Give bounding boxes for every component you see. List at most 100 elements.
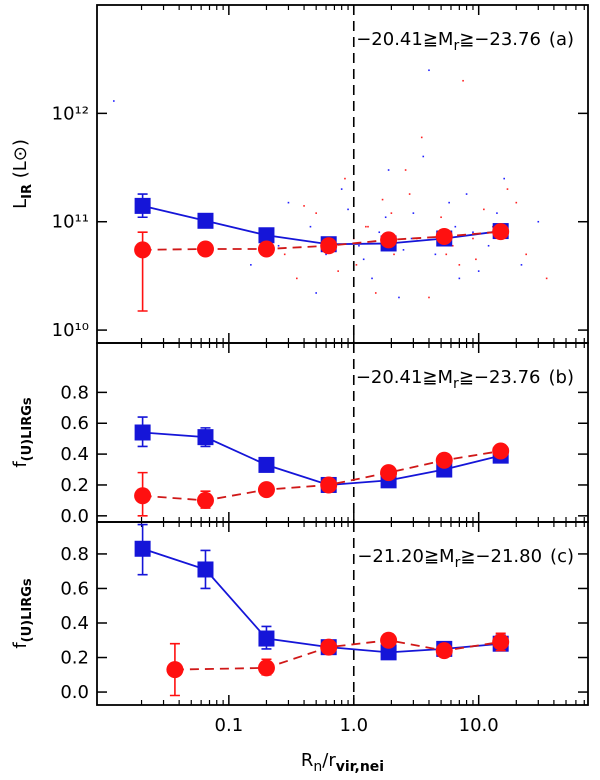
scatter-point	[525, 253, 527, 256]
scatter-point	[309, 225, 312, 228]
scatter-point	[410, 237, 413, 240]
annotation-text: −21.20≧M	[357, 546, 454, 567]
scatter-point	[113, 100, 115, 102]
scatter-point	[283, 253, 286, 256]
scatter-point	[404, 169, 407, 171]
scatter-point	[428, 296, 430, 299]
annotation-text: −20.41≧M	[356, 29, 453, 50]
marker	[258, 456, 275, 473]
y-label-main: f	[10, 642, 31, 649]
marker	[257, 481, 275, 499]
scatter-point	[448, 201, 450, 204]
annotation-tag: (b)	[549, 367, 574, 388]
y-tick-label: 0.4	[60, 444, 89, 465]
scatter-point	[537, 220, 540, 223]
y-tick-label: 10¹²	[52, 103, 89, 124]
x-tick-label: 1.0	[339, 715, 368, 736]
marker	[166, 661, 184, 679]
scatter-point	[387, 169, 390, 171]
scatter-point	[362, 258, 365, 261]
marker	[258, 630, 275, 647]
annotation-tag: (c)	[550, 546, 574, 567]
scatter-point	[454, 225, 457, 228]
y-label-sub: IR	[20, 184, 35, 199]
scatter-point	[483, 208, 485, 211]
marker	[134, 424, 151, 441]
annotation: −20.41≧Mr≧−23.76 (a)	[356, 29, 574, 54]
annotation: −21.20≧Mr≧−21.80 (c)	[357, 546, 574, 571]
panel: 0.1 1.0 10.0 0.0 0.2 0.4 0.6 0.8 −21.20≧Mr≧−21.8…	[10, 521, 589, 775]
series-line	[174, 639, 501, 671]
y-tick-label: 0.0	[60, 682, 89, 703]
y-tick-label: 10¹⁰	[52, 320, 89, 341]
marker	[134, 540, 151, 557]
scatter-point	[355, 264, 358, 266]
frame	[96, 4, 589, 344]
scatter-point	[434, 253, 437, 256]
scatter-point	[462, 79, 464, 82]
annotation-sub: r	[455, 555, 461, 571]
scatter-point	[440, 216, 442, 219]
scatter-point	[250, 264, 252, 266]
marker	[435, 642, 453, 660]
marker	[380, 464, 398, 482]
marker	[258, 227, 275, 244]
marker	[257, 240, 275, 258]
scatter-point	[315, 212, 317, 214]
marker	[134, 197, 151, 214]
marker	[320, 638, 338, 656]
marker	[492, 633, 510, 651]
marker	[492, 442, 510, 460]
scatter-point	[390, 212, 393, 214]
annotation-sub: r	[453, 376, 459, 392]
y-tick-label: 0.8	[60, 382, 89, 403]
scatter-point	[367, 225, 369, 228]
y-tick-label: 10¹¹	[52, 212, 89, 233]
scatter-point	[477, 270, 480, 272]
marker	[134, 241, 152, 259]
scatter-point	[398, 296, 400, 299]
scatter-point	[472, 231, 474, 234]
y-label-main: L	[10, 199, 31, 209]
scatter-point	[347, 208, 349, 211]
x-tick-label: 0.1	[215, 715, 244, 736]
scatter-point	[451, 244, 454, 247]
y-tick-label: 0.6	[60, 413, 89, 434]
marker	[257, 659, 275, 677]
annotation-text: ≧−21.80	[460, 546, 542, 567]
marker	[197, 212, 214, 229]
x-label-text: /r	[322, 750, 336, 771]
x-axis-label: Rn/rvir,nei	[301, 750, 384, 775]
marker	[134, 487, 152, 505]
marker	[197, 429, 214, 446]
scatter-point	[378, 231, 381, 234]
scatter-point	[287, 201, 290, 204]
panel: 0.0 0.2 0.4 0.6 0.8 −20.41≧Mr≧−23.76 (b) f(U)LI…	[10, 342, 589, 527]
scatter-point	[487, 244, 490, 247]
scatter-point	[420, 136, 423, 139]
scatter-point	[472, 237, 474, 240]
y-tick-label: 0.4	[60, 613, 89, 634]
scatter-point	[374, 292, 377, 294]
marker	[320, 237, 338, 255]
y-tick-label: 0.2	[60, 648, 89, 669]
scatter-point	[277, 244, 280, 247]
scatter-point	[445, 253, 448, 256]
x-tick-label: 10.0	[459, 715, 499, 736]
scatter-point	[303, 205, 305, 207]
frame	[96, 521, 589, 706]
marker	[197, 561, 214, 578]
scatter-point	[371, 277, 373, 280]
marker	[380, 644, 397, 661]
x-label-sub: vir,nei	[336, 759, 384, 775]
scatter-point	[408, 193, 411, 195]
annotation-sub: r	[453, 38, 459, 54]
annotation-text: ≧−23.76	[459, 367, 541, 388]
scatter-point	[337, 270, 339, 272]
y-axis-label: f(U)LIRGs	[10, 578, 35, 649]
scatter-point	[520, 264, 523, 266]
scatter-point	[325, 253, 327, 256]
scatter-point	[296, 277, 298, 280]
y-axis-label: f(U)LIRGs	[10, 397, 35, 468]
